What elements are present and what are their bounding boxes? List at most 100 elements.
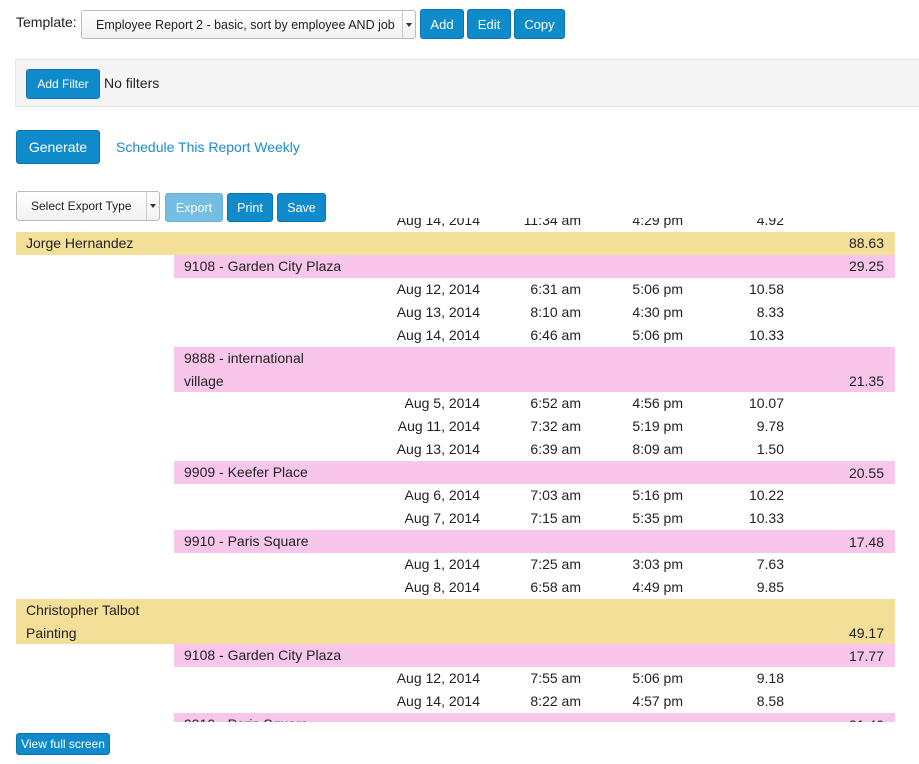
job-name: 9910 - Paris Square bbox=[184, 533, 309, 550]
entry-time-in: 6:58 am bbox=[530, 579, 581, 596]
entry-date: Aug 12, 2014 bbox=[396, 670, 480, 687]
employee-row: Christopher Talbot Painting 49.17 bbox=[16, 599, 895, 645]
entry-time-out: 5:35 pm bbox=[632, 510, 683, 527]
entry-hours: 8.58 bbox=[756, 693, 784, 710]
entry-time-out: 4:29 pm bbox=[632, 218, 683, 228]
job-row: 9910 - Paris Square 31.40 bbox=[174, 713, 895, 722]
entry-date: Aug 8, 2014 bbox=[404, 579, 480, 596]
filter-status: No filters bbox=[104, 75, 160, 91]
entry-time-in: 8:10 am bbox=[530, 304, 581, 320]
employee-name: Christopher Talbot Painting bbox=[26, 602, 140, 641]
entry-hours: 9.85 bbox=[756, 579, 784, 596]
job-row: 9108 - Garden City Plaza 29.25 bbox=[174, 255, 895, 278]
entry-date: Aug 6, 2014 bbox=[404, 487, 480, 504]
entry-hours: 10.22 bbox=[748, 487, 784, 504]
entry-time-in: 7:15 am bbox=[530, 510, 581, 527]
entry-row: Aug 1, 2014 7:25 am 3:03 pm 7.63 bbox=[16, 553, 895, 576]
filter-panel bbox=[15, 59, 919, 107]
entry-time-in: 6:31 am bbox=[530, 281, 581, 297]
entry-date: Aug 13, 2014 bbox=[396, 304, 480, 320]
entry-row: Aug 14, 2014 11:34 am 4:29 pm 4.92 bbox=[16, 218, 895, 232]
job-name: 9108 - Garden City Plaza bbox=[184, 647, 342, 664]
entry-time-out: 5:06 pm bbox=[632, 670, 683, 687]
entry-date: Aug 12, 2014 bbox=[396, 281, 480, 297]
job-row: 9888 - international village 21.35 bbox=[174, 347, 895, 393]
job-row: 9909 - Keefer Place 20.55 bbox=[174, 461, 895, 485]
entry-time-out: 5:16 pm bbox=[632, 487, 683, 504]
entry-time-in: 6:52 am bbox=[530, 395, 581, 412]
entry-hours: 10.58 bbox=[748, 281, 784, 297]
entry-time-in: 11:34 am bbox=[523, 218, 581, 228]
entry-hours: 10.33 bbox=[748, 327, 784, 343]
entry-time-out: 4:49 pm bbox=[632, 579, 683, 596]
entry-row: Aug 8, 2014 6:58 am 4:49 pm 9.85 bbox=[16, 576, 895, 599]
copy-button[interactable]: Copy bbox=[514, 9, 565, 39]
schedule-link[interactable]: Schedule This Report Weekly bbox=[116, 139, 300, 155]
caret bbox=[402, 11, 415, 38]
template-select[interactable]: Employee Report 2 - basic, sort by emplo… bbox=[81, 10, 416, 39]
entry-row: Aug 14, 2014 8:22 am 4:57 pm 8.58 bbox=[16, 690, 895, 713]
caret bbox=[146, 192, 159, 220]
entry-date: Aug 14, 2014 bbox=[396, 693, 480, 710]
entry-time-in: 7:32 am bbox=[530, 418, 581, 435]
job-total: 17.48 bbox=[848, 533, 884, 550]
job-total: 20.55 bbox=[848, 464, 884, 481]
entry-time-out: 4:57 pm bbox=[632, 693, 683, 710]
entry-date: Aug 13, 2014 bbox=[396, 441, 480, 458]
template-label: Template: bbox=[16, 14, 77, 30]
generate-button[interactable]: Generate bbox=[16, 130, 100, 164]
employee-total: 88.63 bbox=[848, 235, 884, 252]
entry-row: Aug 12, 2014 6:31 am 5:06 pm 10.58 bbox=[16, 278, 895, 301]
entry-row: Aug 13, 2014 6:39 am 8:09 am 1.50 bbox=[16, 438, 895, 461]
add-filter-button[interactable]: Add Filter bbox=[26, 69, 100, 99]
entry-time-out: 5:06 pm bbox=[632, 281, 683, 297]
job-name: 9108 - Garden City Plaza bbox=[184, 258, 342, 274]
entry-time-in: 6:46 am bbox=[530, 327, 581, 343]
entry-time-out: 3:03 pm bbox=[632, 556, 683, 573]
entry-date: Aug 5, 2014 bbox=[404, 395, 480, 412]
report-viewport: Aug 14, 2014 11:34 am 4:29 pm 4.92 Jorge Her… bbox=[16, 218, 895, 722]
entry-time-out: 5:06 pm bbox=[632, 327, 683, 343]
employee-name: Jorge Hernandez bbox=[26, 235, 134, 251]
entry-hours: 1.50 bbox=[756, 441, 784, 458]
entry-hours: 9.78 bbox=[756, 418, 784, 435]
edit-button[interactable]: Edit bbox=[467, 9, 511, 39]
job-total: 31.40 bbox=[849, 714, 884, 722]
entry-row: Aug 11, 2014 7:32 am 5:19 pm 9.78 bbox=[16, 415, 895, 438]
entry-time-in: 7:55 am bbox=[530, 670, 581, 687]
entry-date: Aug 14, 2014 bbox=[396, 327, 480, 343]
employee-row: Jorge Hernandez 88.63 bbox=[16, 232, 895, 255]
entry-hours: 7.63 bbox=[756, 556, 784, 573]
export-type-select[interactable]: Select Export Type bbox=[16, 191, 160, 221]
job-row: 9108 - Garden City Plaza 17.77 bbox=[174, 644, 895, 668]
job-total: 17.77 bbox=[848, 647, 884, 664]
entry-hours: 10.07 bbox=[748, 395, 784, 412]
view-full-screen-button[interactable]: View full screen bbox=[16, 733, 110, 755]
print-button[interactable]: Print bbox=[227, 193, 273, 222]
export-button[interactable]: Export bbox=[165, 193, 223, 222]
save-button[interactable]: Save bbox=[277, 193, 326, 222]
entry-date: Aug 14, 2014 bbox=[396, 218, 480, 228]
entry-row: Aug 12, 2014 7:55 am 5:06 pm 9.18 bbox=[16, 667, 895, 690]
job-name: 9909 - Keefer Place bbox=[184, 464, 308, 481]
template-value: Employee Report 2 - basic, sort by emplo… bbox=[96, 17, 395, 32]
entry-time-in: 7:03 am bbox=[530, 487, 581, 504]
job-total: 29.25 bbox=[848, 258, 884, 275]
report: Aug 14, 2014 11:34 am 4:29 pm 4.92 Jorge Her… bbox=[16, 218, 895, 722]
entry-row: Aug 7, 2014 7:15 am 5:35 pm 10.33 bbox=[16, 507, 895, 530]
entry-date: Aug 7, 2014 bbox=[404, 510, 480, 527]
entry-row: Aug 6, 2014 7:03 am 5:16 pm 10.22 bbox=[16, 484, 895, 507]
employee-total: 49.17 bbox=[848, 624, 884, 641]
entry-hours: 9.18 bbox=[756, 670, 784, 687]
entry-time-out: 8:09 am bbox=[632, 441, 683, 458]
entry-time-out: 5:19 pm bbox=[632, 418, 683, 435]
entry-hours: 4.92 bbox=[756, 218, 784, 228]
job-name: 9888 - international village bbox=[184, 350, 304, 389]
entry-row: Aug 5, 2014 6:52 am 4:56 pm 10.07 bbox=[16, 392, 895, 415]
entry-row: Aug 13, 2014 8:10 am 4:30 pm 8.33 bbox=[16, 301, 895, 324]
entry-hours: 8.33 bbox=[756, 304, 784, 320]
add-button[interactable]: Add bbox=[420, 9, 464, 39]
job-name: 9910 - Paris Square bbox=[174, 713, 344, 722]
entry-time-out: 4:30 pm bbox=[632, 304, 683, 320]
